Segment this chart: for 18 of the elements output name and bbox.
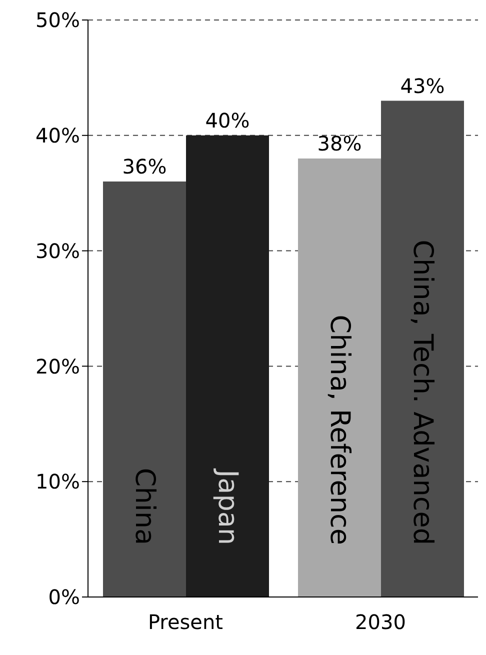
y-tick-label: 50%: [36, 8, 80, 32]
annotation: China, Reference: [324, 314, 355, 545]
annotation: China: [129, 468, 160, 545]
data-label: 36%: [122, 154, 167, 179]
data-label: 38%: [317, 131, 362, 156]
y-tick-label: 0%: [48, 585, 80, 610]
x-tick-label: Present: [148, 610, 224, 634]
data-label: 40%: [205, 108, 250, 132]
x-tick-label: 2030: [355, 610, 406, 634]
annotation: China, Tech. Advanced: [407, 240, 438, 545]
annotation: Japan: [212, 468, 243, 545]
y-tick-label: 20%: [36, 354, 80, 378]
y-tick-label: 10%: [36, 470, 80, 494]
bar: [186, 135, 269, 597]
y-tick-label: 30%: [36, 238, 80, 263]
bar: [298, 158, 381, 597]
y-tick-label: 40%: [36, 124, 80, 148]
data-label: 43%: [400, 74, 445, 98]
